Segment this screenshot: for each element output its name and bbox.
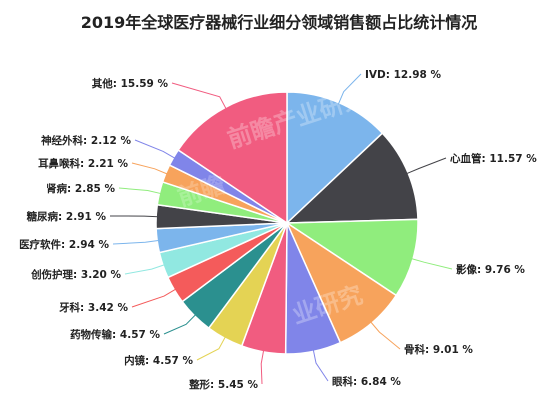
slice-label-16: 其他: 15.59 %	[92, 77, 169, 90]
slice-label-10: 创伤护理: 3.20 %	[30, 268, 121, 281]
connector-line-16	[171, 82, 227, 110]
slice-label-11: 医疗软件: 2.94 %	[19, 238, 109, 251]
slice-label-14: 耳鼻喉科: 2.21 %	[38, 157, 128, 170]
connector-line-11	[112, 239, 160, 245]
connector-line-7	[196, 336, 227, 361]
slice-label-15: 神经外科: 2.12 %	[41, 134, 131, 147]
label-connectors	[109, 73, 453, 385]
slice-label-1: IVD: 12.98 %	[365, 69, 441, 81]
connector-line-4	[370, 321, 401, 350]
slice-label-6: 整形: 5.45 %	[188, 378, 258, 391]
chart-title: 2019年全球医疗器械行业细分领域销售额占比统计情况	[80, 13, 478, 32]
connector-line-5	[312, 349, 329, 382]
connector-line-1	[337, 73, 362, 105]
connector-line-2	[406, 157, 447, 175]
connector-line-8	[163, 314, 197, 335]
slice-label-3: 影像: 9.76 %	[456, 263, 525, 276]
slice-label-4: 骨科: 9.01 %	[404, 343, 473, 356]
slice-label-5: 眼科: 6.84 %	[332, 375, 401, 388]
connector-line-15	[134, 139, 176, 159]
slice-label-8: 药物传输: 4.57 %	[70, 328, 160, 341]
slice-label-2: 心血管: 11.57 %	[450, 152, 537, 165]
connector-line-14	[131, 162, 168, 175]
slice-label-7: 内镜: 4.57 %	[124, 354, 193, 367]
connector-line-3	[410, 258, 453, 270]
slice-label-13: 肾病: 2.85 %	[46, 182, 115, 195]
slice-label-9: 牙科: 3.42 %	[59, 301, 128, 314]
connector-line-10	[124, 264, 166, 275]
connector-line-13	[118, 187, 162, 195]
connector-line-6	[260, 349, 265, 385]
connector-line-12	[109, 215, 159, 218]
slice-labels: IVD: 12.98 % 心血管: 11.57 % 影像: 9.76 % 骨科: 9.…	[19, 69, 537, 391]
connector-line-9	[131, 288, 177, 308]
slice-label-12: 糖尿病: 2.91 %	[27, 210, 107, 223]
